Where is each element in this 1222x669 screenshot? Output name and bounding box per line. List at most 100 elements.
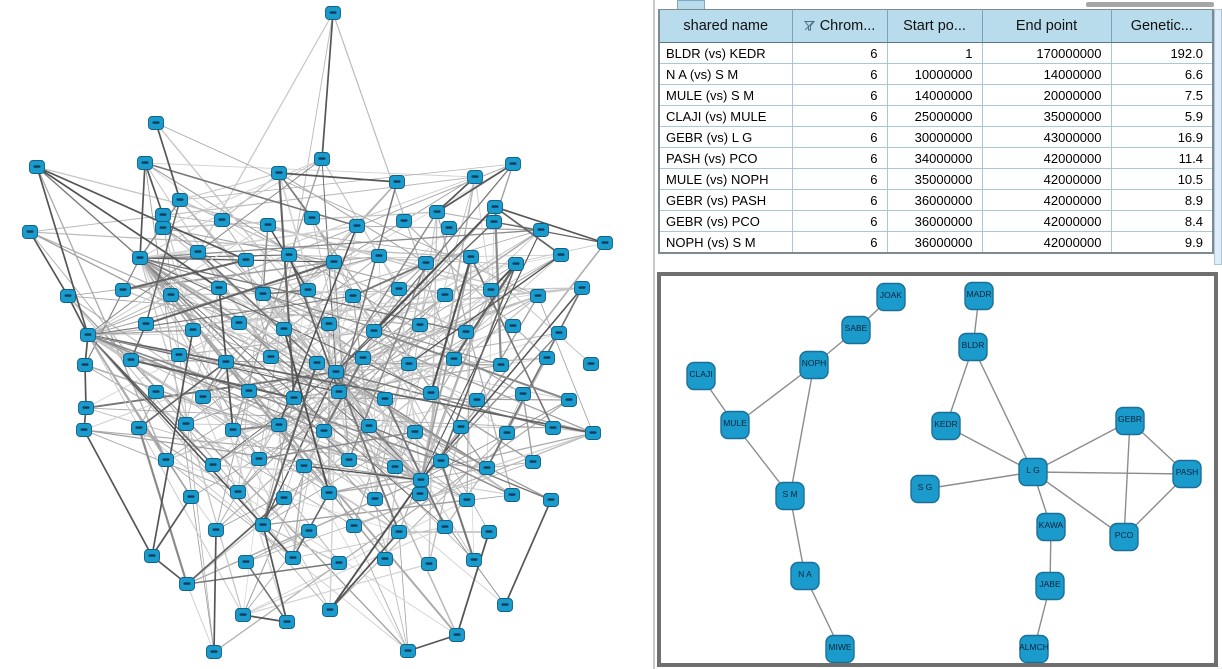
column-header[interactable]: shared name <box>659 9 793 43</box>
table-cell[interactable]: 6 <box>792 168 888 190</box>
network-node[interactable] <box>314 152 330 166</box>
table-cell[interactable]: 6 <box>792 63 888 85</box>
network-node[interactable] <box>255 287 271 301</box>
network-node[interactable] <box>131 421 147 435</box>
network-node[interactable] <box>412 487 428 501</box>
table-cell[interactable]: 42000000 <box>982 231 1112 254</box>
table-cell[interactable]: 170000000 <box>982 42 1112 64</box>
network-node[interactable] <box>377 552 393 566</box>
network-node[interactable] <box>505 319 521 333</box>
network-node[interactable] <box>361 419 377 433</box>
network-node[interactable] <box>585 426 601 440</box>
network-node[interactable] <box>255 518 271 532</box>
table-cell[interactable]: 1 <box>887 42 983 64</box>
network-node[interactable] <box>286 391 302 405</box>
network-node[interactable] <box>231 316 247 330</box>
network-node[interactable]: S M <box>775 481 805 511</box>
network-node[interactable] <box>300 283 316 297</box>
table-cell[interactable]: 6.6 <box>1111 63 1214 85</box>
network-node[interactable] <box>325 6 341 20</box>
sub-network-view[interactable]: JOAK MADR SABE NOPH BLDR CLAJI KEDR MULE GEBR L G… <box>657 272 1218 667</box>
network-node[interactable] <box>322 603 338 617</box>
network-node[interactable] <box>77 358 93 372</box>
table-cell[interactable]: 34000000 <box>887 147 983 169</box>
network-node[interactable] <box>377 392 393 406</box>
network-node[interactable] <box>155 221 171 235</box>
table-row[interactable]: GEBR (vs) PCO 6 36000000 42000000 8.4 <box>659 210 1214 232</box>
network-node[interactable] <box>421 557 437 571</box>
table-cell[interactable]: 42000000 <box>982 168 1112 190</box>
table-cell[interactable]: 7.5 <box>1111 84 1214 106</box>
table-cell[interactable]: 6 <box>792 126 888 148</box>
network-node[interactable] <box>433 454 449 468</box>
table-cell[interactable]: GEBR (vs) PASH <box>659 189 793 211</box>
network-node[interactable] <box>190 245 206 259</box>
horizontal-scrollbar[interactable] <box>1086 2 1214 7</box>
network-node[interactable] <box>391 525 407 539</box>
network-node[interactable] <box>301 524 317 538</box>
network-node[interactable] <box>304 211 320 225</box>
network-node[interactable] <box>218 355 234 369</box>
network-node[interactable] <box>515 387 531 401</box>
network-node[interactable] <box>561 393 577 407</box>
column-header[interactable]: Start po... <box>887 9 983 43</box>
table-row[interactable]: GEBR (vs) L G 6 30000000 43000000 16.9 <box>659 126 1214 148</box>
table-cell[interactable]: 42000000 <box>982 189 1112 211</box>
column-header[interactable]: Genetic... <box>1111 9 1214 43</box>
network-node[interactable] <box>429 205 445 219</box>
network-node[interactable] <box>597 236 613 250</box>
table-cell[interactable]: N A (vs) S M <box>659 63 793 85</box>
network-node[interactable] <box>172 193 188 207</box>
network-node[interactable] <box>583 357 599 371</box>
network-node[interactable] <box>225 423 241 437</box>
network-node[interactable] <box>29 160 45 174</box>
network-node[interactable] <box>366 324 382 338</box>
table-cell[interactable]: 43000000 <box>982 126 1112 148</box>
network-node[interactable] <box>251 452 267 466</box>
network-node[interactable] <box>481 525 497 539</box>
network-node[interactable]: GEBR <box>1115 406 1145 436</box>
network-node[interactable] <box>459 493 475 507</box>
network-node[interactable] <box>271 418 287 432</box>
network-node[interactable] <box>412 318 428 332</box>
network-edge[interactable] <box>1123 420 1131 538</box>
table-cell[interactable]: 6 <box>792 189 888 211</box>
network-node[interactable]: MADR <box>964 281 994 311</box>
column-header[interactable]: Chrom... <box>792 9 888 43</box>
network-node[interactable]: KAWA <box>1036 512 1066 542</box>
table-cell[interactable]: 16.9 <box>1111 126 1214 148</box>
table-tab[interactable] <box>677 0 705 9</box>
network-node[interactable] <box>158 453 174 467</box>
network-node[interactable] <box>497 598 513 612</box>
table-row[interactable]: MULE (vs) NOPH 6 35000000 42000000 10.5 <box>659 168 1214 190</box>
table-cell[interactable]: 42000000 <box>982 147 1112 169</box>
network-edge[interactable] <box>1032 471 1188 475</box>
table-cell[interactable]: 14000000 <box>887 84 983 106</box>
network-node[interactable] <box>208 523 224 537</box>
table-row[interactable]: BLDR (vs) KEDR 6 1 170000000 192.0 <box>659 42 1214 64</box>
network-node[interactable] <box>22 225 38 239</box>
network-node[interactable] <box>551 326 567 340</box>
network-node[interactable]: JABE <box>1035 571 1065 601</box>
network-node[interactable] <box>391 282 407 296</box>
table-cell[interactable]: CLAJI (vs) MULE <box>659 105 793 127</box>
network-node[interactable] <box>316 424 332 438</box>
network-node[interactable] <box>195 390 211 404</box>
table-cell[interactable]: 10.5 <box>1111 168 1214 190</box>
network-node[interactable] <box>326 255 342 269</box>
table-cell[interactable]: 36000000 <box>887 231 983 254</box>
table-cell[interactable]: MULE (vs) S M <box>659 84 793 106</box>
network-node[interactable] <box>80 328 96 342</box>
table-row[interactable]: PASH (vs) PCO 6 34000000 42000000 11.4 <box>659 147 1214 169</box>
network-node[interactable] <box>281 248 297 262</box>
table-cell[interactable]: NOPH (vs) S M <box>659 231 793 254</box>
table-cell[interactable]: 8.4 <box>1111 210 1214 232</box>
network-node[interactable] <box>123 353 139 367</box>
network-node[interactable] <box>115 283 131 297</box>
table-cell[interactable]: 8.9 <box>1111 189 1214 211</box>
table-cell[interactable]: 36000000 <box>887 210 983 232</box>
network-node[interactable] <box>279 615 295 629</box>
network-node[interactable] <box>260 218 276 232</box>
network-node[interactable] <box>367 492 383 506</box>
network-node[interactable] <box>437 288 453 302</box>
